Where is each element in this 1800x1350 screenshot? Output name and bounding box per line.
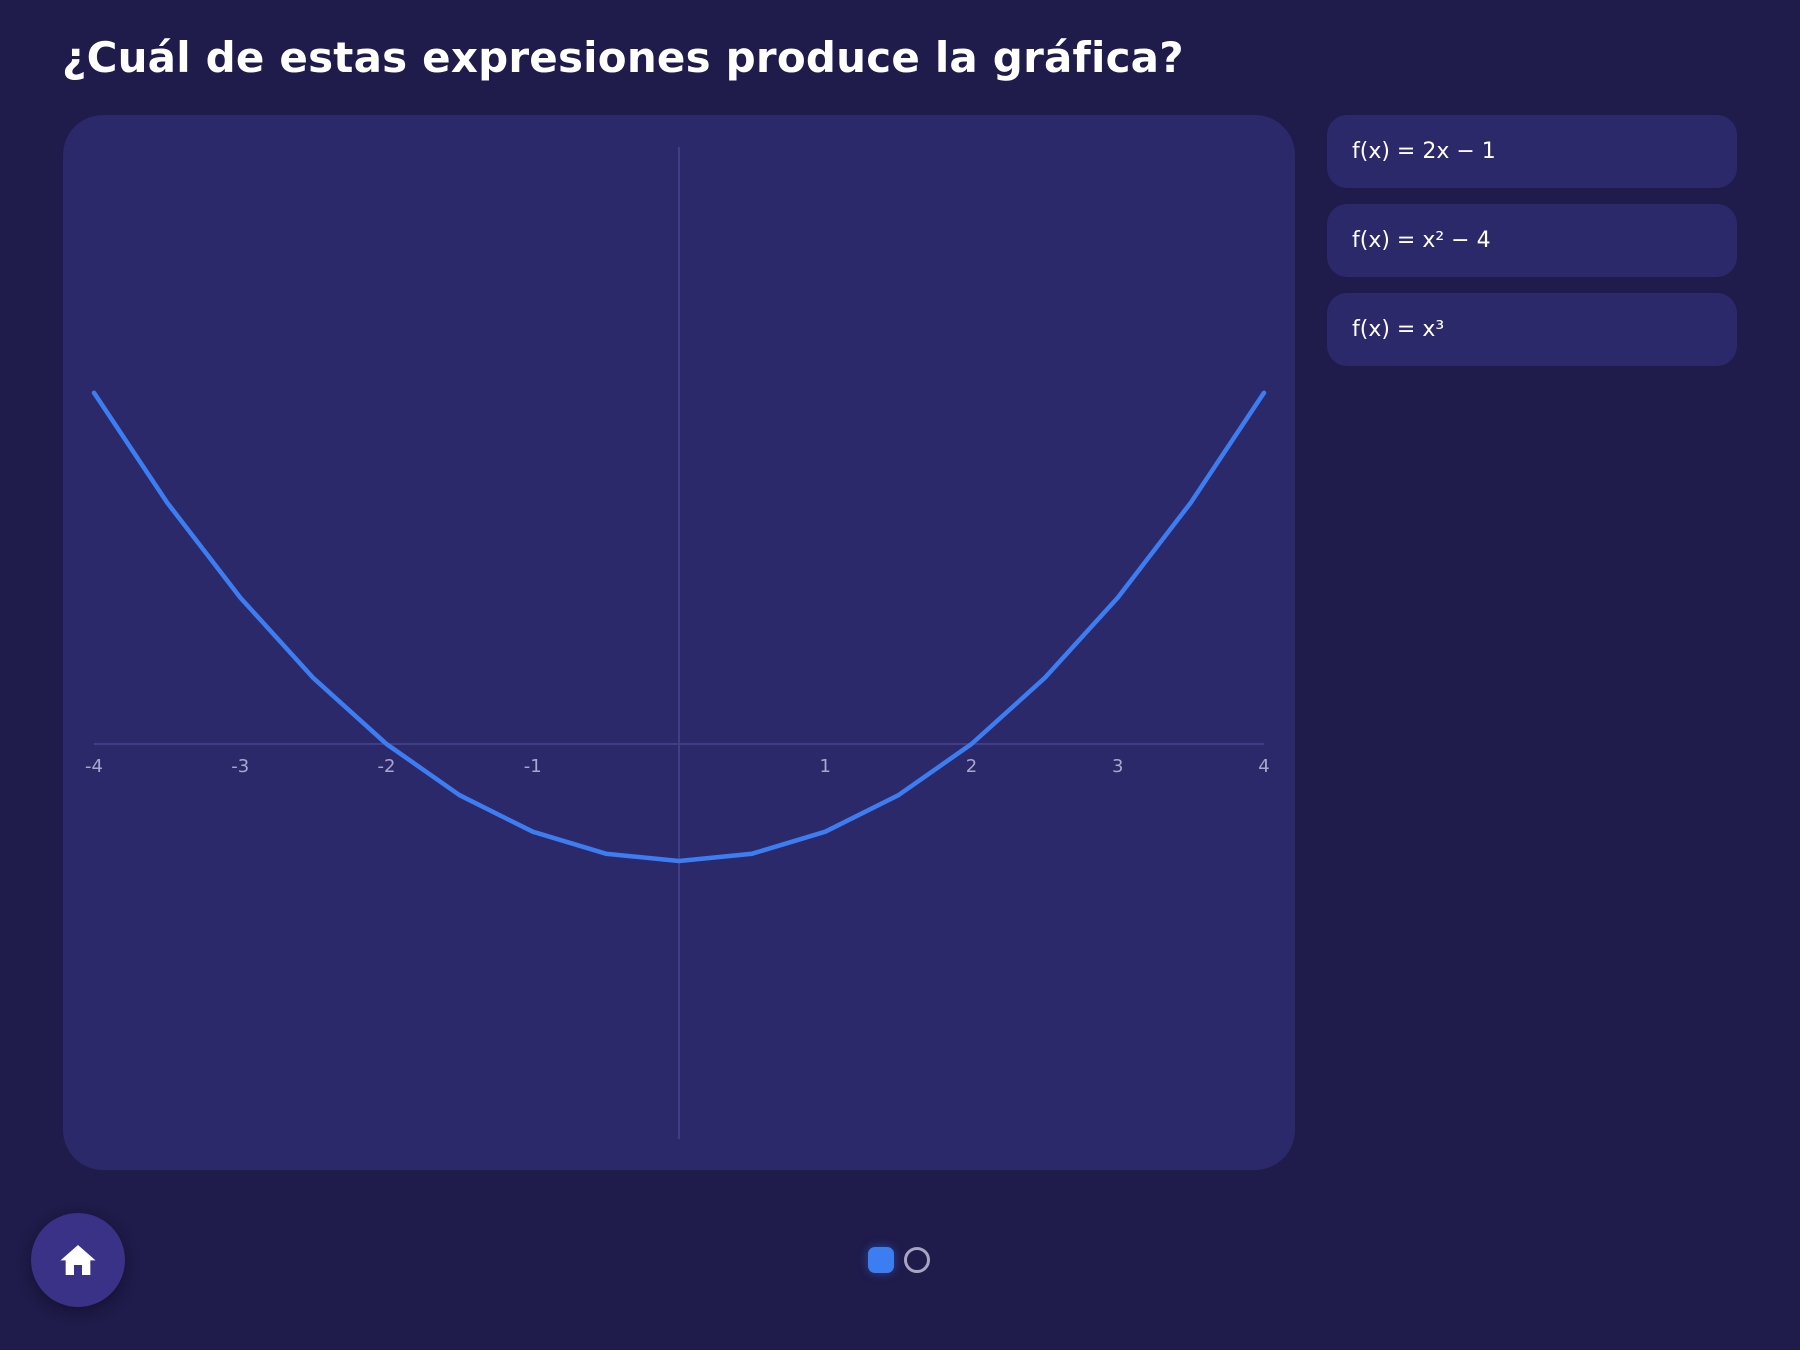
page-dot[interactable] xyxy=(904,1247,930,1273)
x-tick-label: 1 xyxy=(820,756,831,777)
option-linear[interactable]: f(x) = 2x − 1 xyxy=(1327,115,1737,188)
graph-panel: -4 -3 -2 -1 1 2 3 4 xyxy=(63,115,1295,1170)
function-graph: -4 -3 -2 -1 1 2 3 4 xyxy=(85,147,1270,1139)
option-quadratic[interactable]: f(x) = x² − 4 xyxy=(1327,204,1737,277)
x-tick-label: 3 xyxy=(1112,756,1123,777)
page-dot-current[interactable] xyxy=(868,1247,894,1273)
question-title: ¿Cuál de estas expresiones produce la gr… xyxy=(62,33,1184,82)
answer-options: f(x) = 2x − 1 f(x) = x² − 4 f(x) = x³ xyxy=(1327,115,1737,382)
page-indicator xyxy=(868,1247,930,1273)
option-label: f(x) = x³ xyxy=(1352,317,1445,342)
x-tick-label: 4 xyxy=(1258,756,1269,777)
home-button[interactable] xyxy=(31,1213,125,1307)
home-icon xyxy=(60,1245,96,1275)
x-tick-label: -3 xyxy=(231,756,249,777)
x-tick-label: -1 xyxy=(524,756,542,777)
option-label: f(x) = 2x − 1 xyxy=(1352,139,1496,164)
option-label: f(x) = x² − 4 xyxy=(1352,228,1491,253)
x-tick-label: -4 xyxy=(85,756,103,777)
series-line xyxy=(91,390,1267,864)
option-cubic[interactable]: f(x) = x³ xyxy=(1327,293,1737,366)
x-tick-label: 2 xyxy=(966,756,977,777)
x-tick-label: -2 xyxy=(378,756,396,777)
